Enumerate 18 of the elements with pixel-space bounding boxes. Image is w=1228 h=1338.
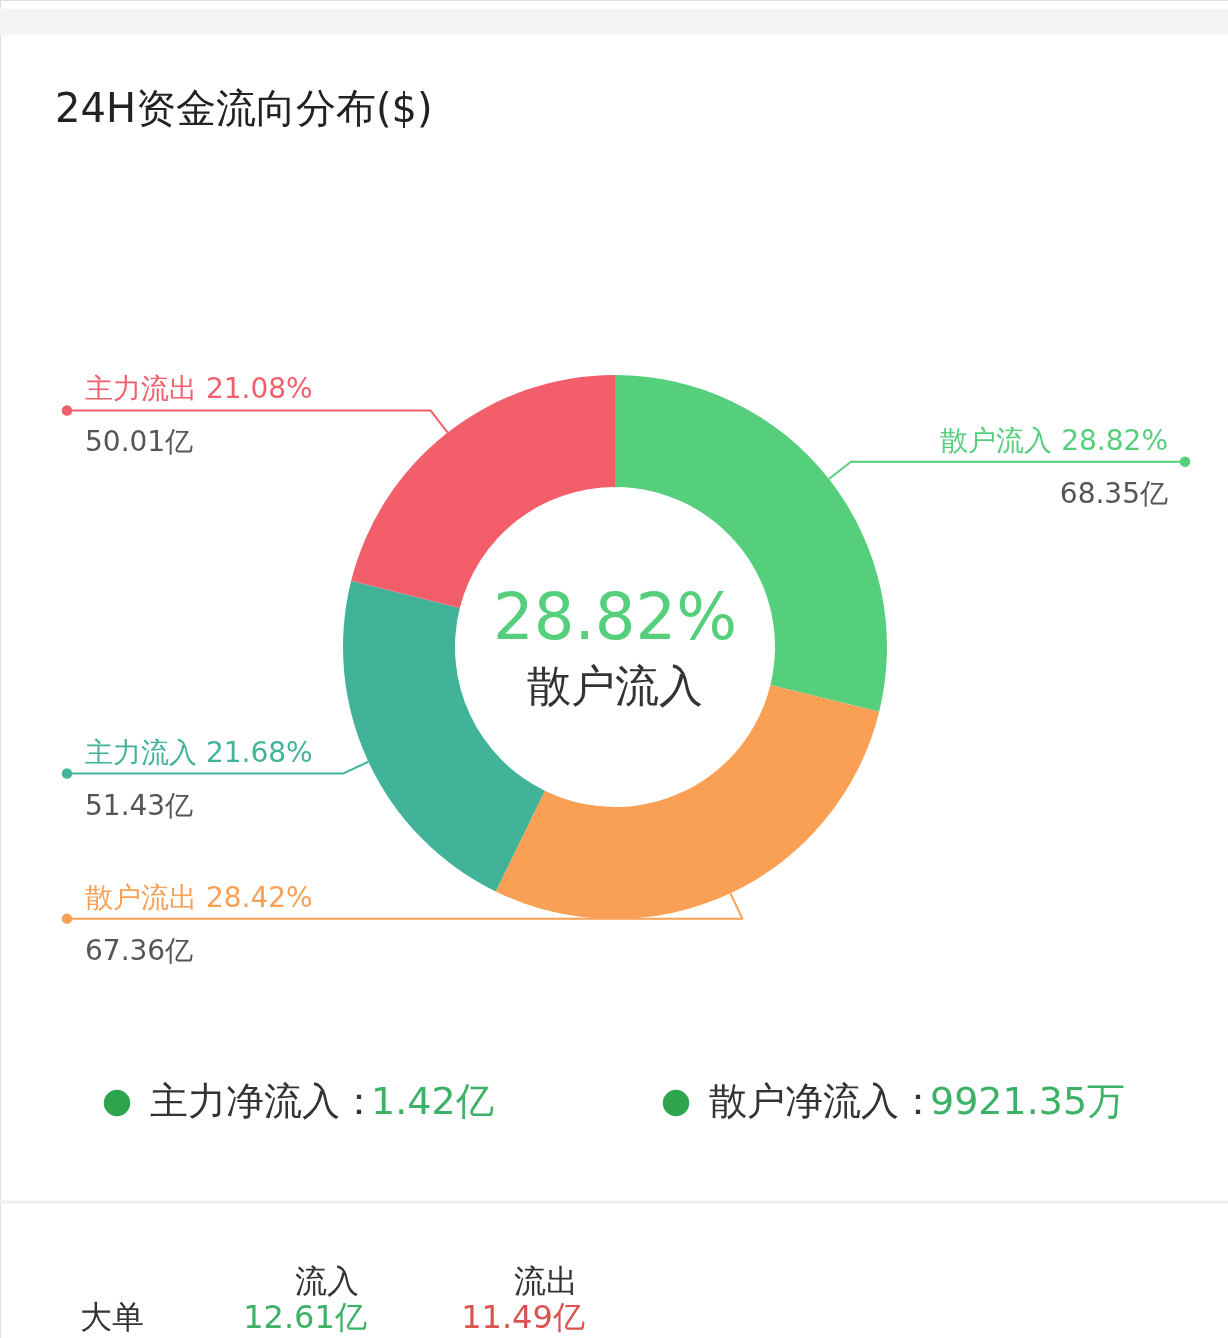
text: 11.49亿 bbox=[461, 1298, 585, 1336]
data-label: 67.36亿 bbox=[85, 933, 194, 967]
text: 主力净流入：1.42亿 bbox=[150, 1079, 494, 1123]
text: 大单 bbox=[80, 1298, 144, 1336]
data-label: 51.43亿 bbox=[85, 788, 194, 822]
slice-label: 散户流出 28.42% bbox=[85, 880, 313, 914]
data-label: 68.35亿 bbox=[1059, 476, 1168, 510]
slice-label: 主力流入 21.68% bbox=[85, 735, 313, 769]
text: 流入 bbox=[295, 1262, 359, 1300]
data-label: 50.01亿 bbox=[85, 425, 194, 459]
text: 散户流入 bbox=[527, 660, 703, 711]
text: 散户净流入：9921.35万 bbox=[709, 1079, 1126, 1123]
text: 28.82% bbox=[492, 580, 738, 654]
text: 12.61亿 bbox=[243, 1298, 367, 1336]
text: 流出 bbox=[514, 1262, 578, 1300]
slice-label: 散户流入 28.82% bbox=[940, 423, 1168, 457]
slice-label: 主力流出 21.08% bbox=[85, 372, 313, 406]
chart-title: 24H资金流向分布($) bbox=[55, 85, 433, 131]
